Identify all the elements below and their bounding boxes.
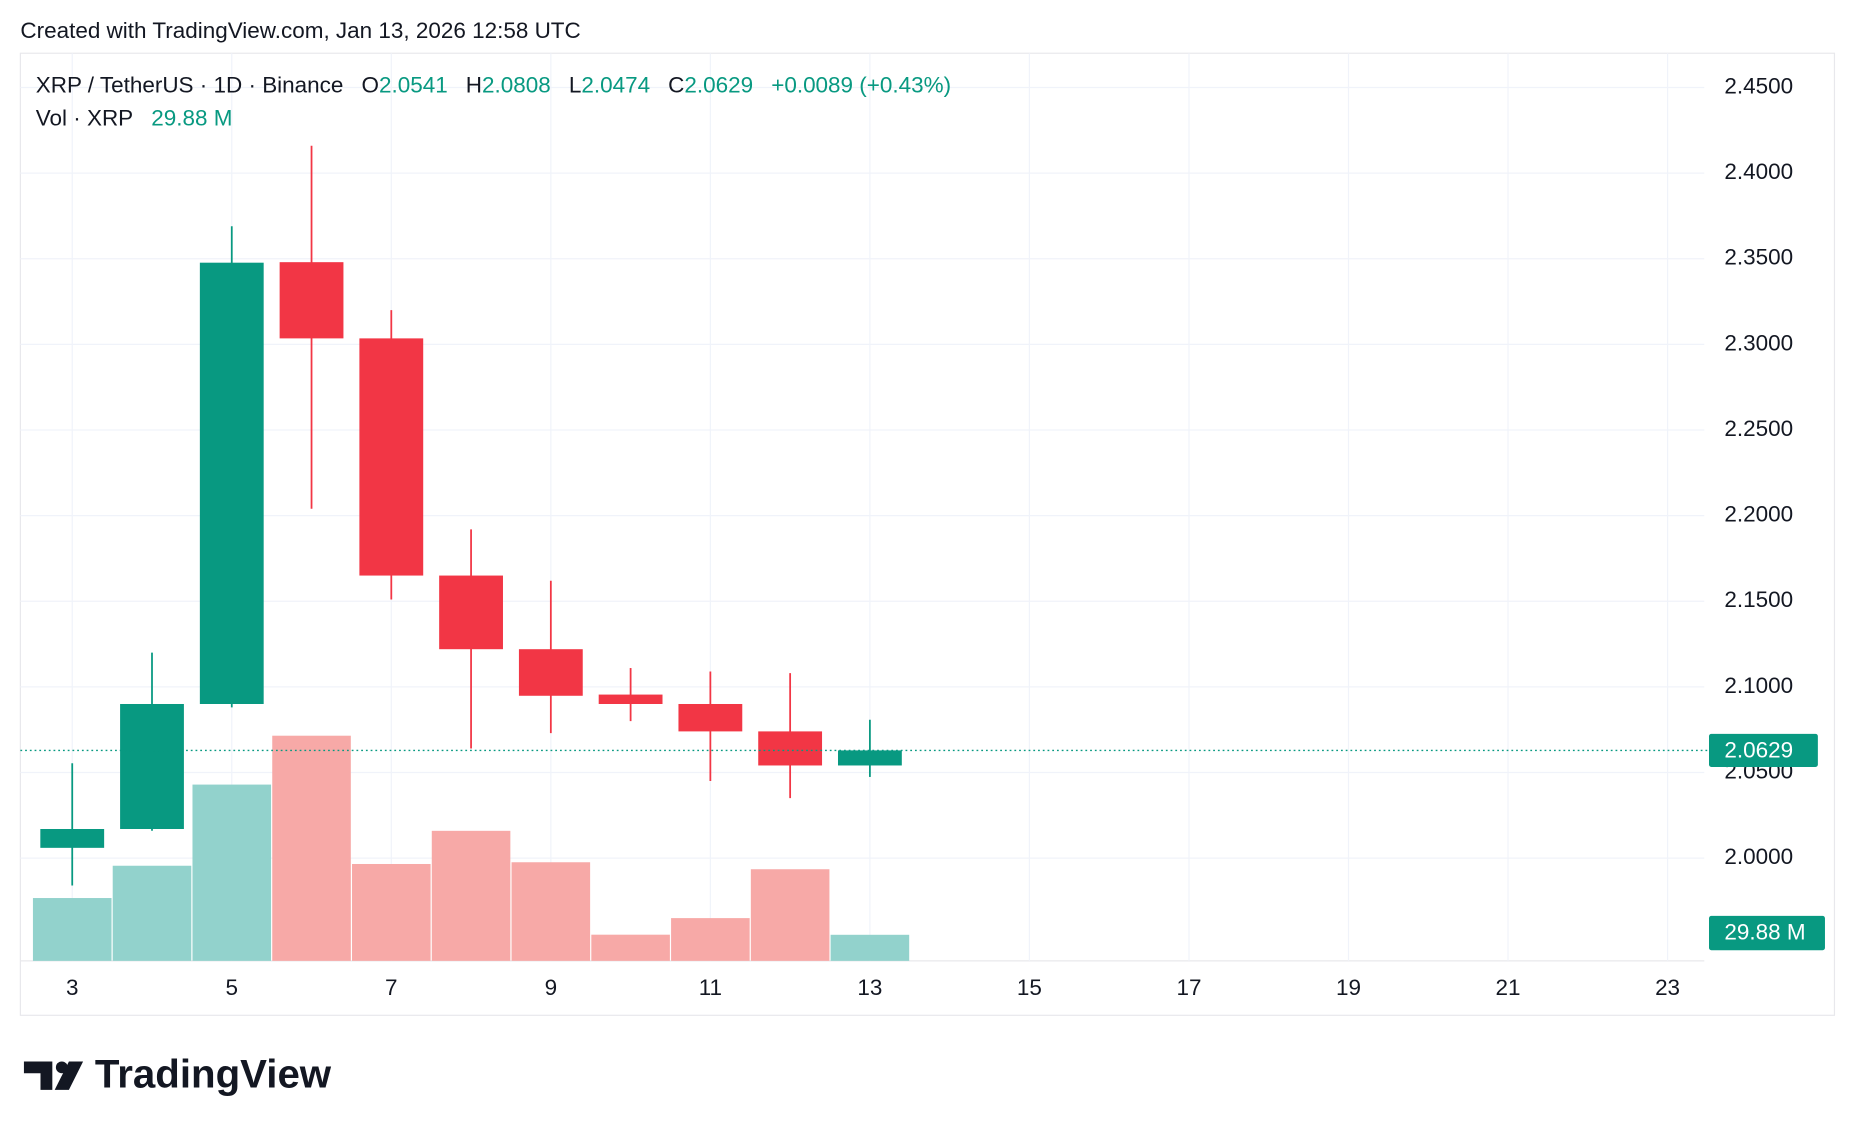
x-tick-label: 3 <box>66 975 79 1000</box>
volume-bar <box>591 934 670 961</box>
volume-bar <box>671 918 750 961</box>
volume-bar <box>352 863 431 961</box>
volume-box-label: 29.88 M <box>1724 920 1805 945</box>
low-value: 2.0474 <box>581 72 650 97</box>
y-tick-label: 2.2500 <box>1724 416 1793 441</box>
volume-bar <box>830 934 910 961</box>
y-tick-label: 2.1500 <box>1724 587 1793 612</box>
candle-body <box>598 694 663 704</box>
y-tick-label: 2.0000 <box>1724 844 1793 869</box>
volume-bar <box>192 784 272 961</box>
x-tick-label: 19 <box>1336 975 1361 1000</box>
x-tick-label: 23 <box>1655 975 1680 1000</box>
y-tick-label: 2.1000 <box>1724 673 1793 698</box>
marks <box>32 145 910 961</box>
x-tick-label: 15 <box>1017 975 1042 1000</box>
x-tick-label: 7 <box>385 975 398 1000</box>
last-price-box <box>1709 733 1818 767</box>
candle-body <box>199 262 264 704</box>
x-tick-label: 17 <box>1176 975 1201 1000</box>
y-tick-label: 2.3000 <box>1724 330 1793 355</box>
candle-body <box>518 649 583 696</box>
volume-bar <box>272 735 351 961</box>
x-tick-label: 5 <box>226 975 239 1000</box>
volume-bar <box>32 898 112 961</box>
volume-title: Vol · XRP <box>36 105 133 130</box>
brand-logo: TradingView <box>23 1051 332 1096</box>
candle-body <box>359 338 424 576</box>
candle-body <box>120 703 184 830</box>
candle-body <box>837 750 902 766</box>
created-caption: Created with TradingView.com, Jan 13, 20… <box>20 18 580 43</box>
candle-body <box>40 829 105 848</box>
close-label: C <box>668 72 684 97</box>
y-tick-label: 2.4000 <box>1724 159 1793 184</box>
candle-body <box>758 731 823 766</box>
x-tick-label: 13 <box>857 975 882 1000</box>
open-value: 2.0541 <box>379 72 448 97</box>
y-tick-label: 2.4500 <box>1724 73 1793 98</box>
y-tick-label: 2.2000 <box>1724 502 1793 527</box>
last-price-label: 2.0629 <box>1724 738 1793 763</box>
x-tick-label: 21 <box>1496 975 1521 1000</box>
volume-bar <box>750 869 830 961</box>
volume-legend: Vol · XRP 29.88 M <box>36 105 233 130</box>
candle-body <box>678 703 743 732</box>
high-label: H <box>466 72 482 97</box>
legend-row: XRP / TetherUS · 1D · Binance O2.0541 H2… <box>36 72 951 97</box>
volume-bar <box>511 862 591 961</box>
volume-value: 29.88 M <box>151 105 232 130</box>
symbol: XRP / TetherUS · 1D · Binance <box>36 72 344 97</box>
volume-bar <box>112 865 192 961</box>
brand-name: TradingView <box>95 1051 332 1096</box>
change: +0.0089 (+0.43%) <box>771 72 951 97</box>
x-tick-label: 9 <box>545 975 558 1000</box>
candle-body <box>279 262 344 339</box>
volume-bar <box>431 830 511 961</box>
volume-box <box>1709 915 1825 951</box>
y-tick-label: 2.3500 <box>1724 245 1793 270</box>
candle-body <box>439 575 503 650</box>
overlay: 3 5 7 9 11 13 15 17 19 21 232.00002.05002.10002.15… <box>20 73 1825 1000</box>
open-label: O <box>361 72 378 97</box>
low-label: L <box>569 72 582 97</box>
x-tick-label: 11 <box>699 975 722 1000</box>
high-value: 2.0808 <box>482 72 551 97</box>
close-value: 2.0629 <box>684 72 753 97</box>
chart-frame <box>19 52 1836 1016</box>
